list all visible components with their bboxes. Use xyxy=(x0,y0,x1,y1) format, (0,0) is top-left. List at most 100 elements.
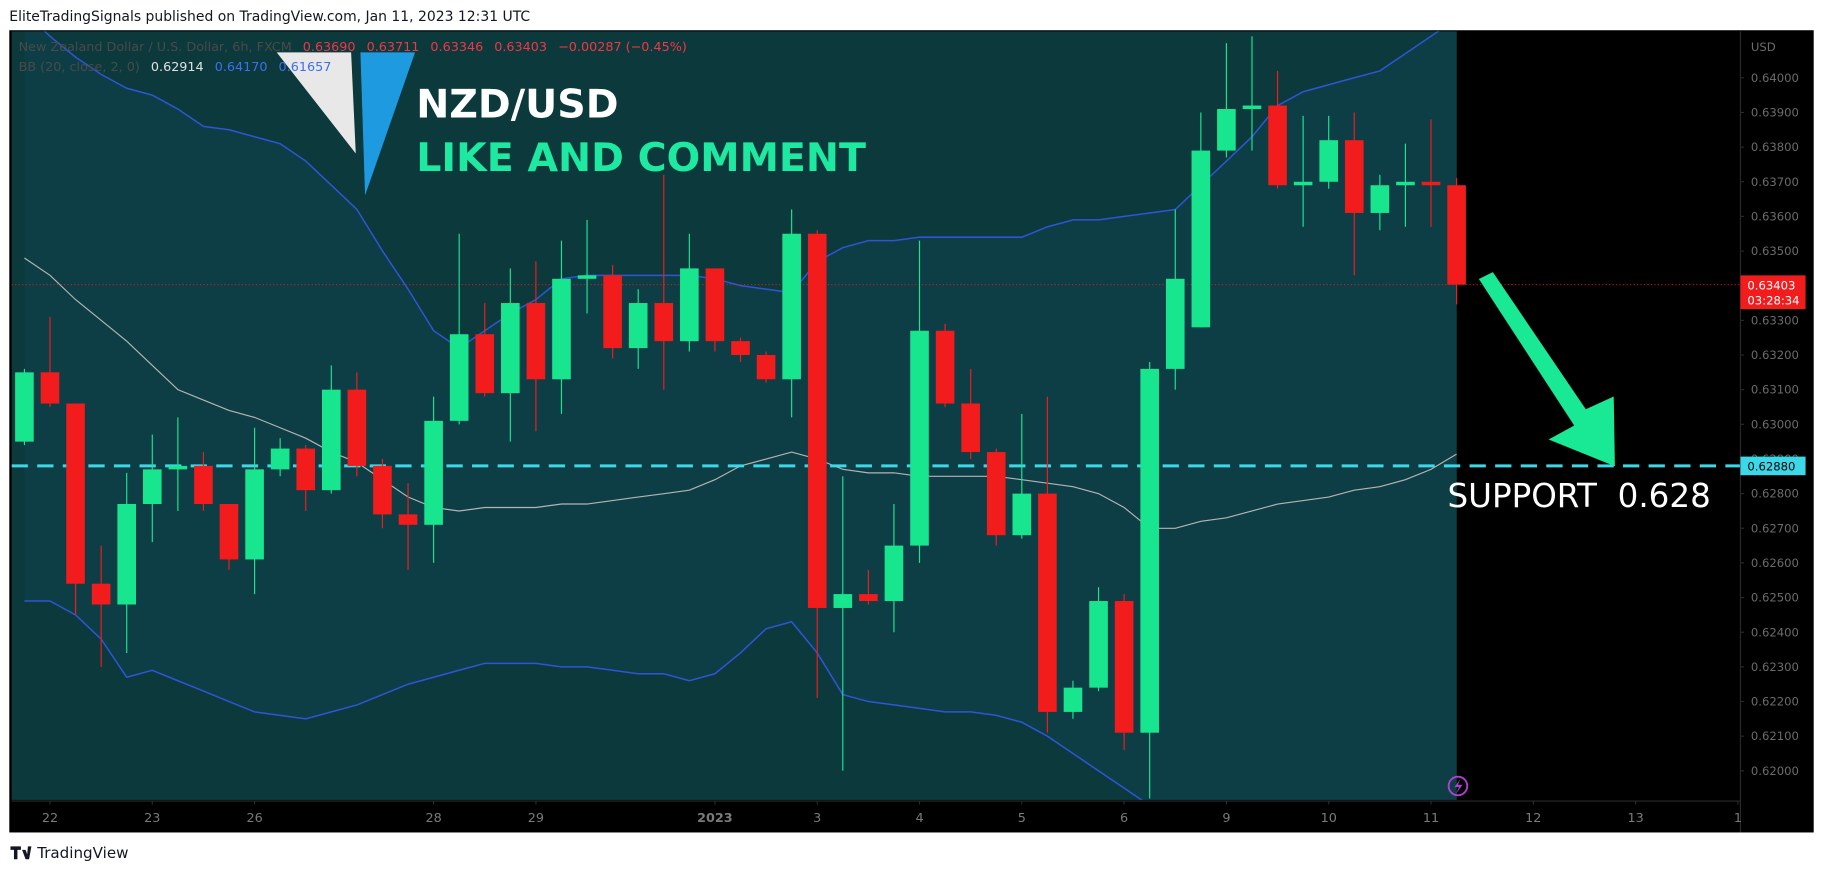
candle-body xyxy=(15,372,34,442)
y-tick-label: 0.64000 xyxy=(1751,71,1799,85)
alert-bolt xyxy=(1454,778,1463,795)
tv-logo xyxy=(10,846,32,860)
bb-middle: 0.62914 xyxy=(151,60,204,75)
candle-body xyxy=(1063,687,1083,712)
x-tick-label: 28 xyxy=(425,811,441,826)
symbol: New Zealand Dollar / U.S. Dollar, 6h, FX… xyxy=(19,40,292,55)
y-tick-label: 0.62500 xyxy=(1751,591,1799,605)
candle-body xyxy=(270,448,290,470)
logo-blue xyxy=(360,52,416,196)
candle-body xyxy=(475,334,495,394)
candle-body xyxy=(756,355,776,380)
candle-body xyxy=(501,303,520,394)
x-tick-label: 11 xyxy=(1423,811,1439,826)
support-tag-label: 0.62880 xyxy=(1747,460,1795,474)
bb-name: BB (20, close, 2, 0) xyxy=(19,60,140,75)
last-price-tag xyxy=(1740,275,1806,310)
candle-body xyxy=(1191,150,1211,328)
legend-high: 0.63711 xyxy=(367,40,420,55)
candle-body xyxy=(1396,181,1415,186)
y-tick-label: 0.62700 xyxy=(1751,521,1799,535)
candle-body xyxy=(910,330,929,546)
bb-lower-line xyxy=(24,600,1143,800)
candle-body xyxy=(552,278,571,380)
candle-body xyxy=(654,303,674,342)
legend: New Zealand Dollar / U.S. Dollar, 6h, FX… xyxy=(19,40,687,75)
candle-body xyxy=(731,341,750,356)
candle-body xyxy=(296,448,316,491)
candle-body xyxy=(1038,493,1057,712)
y-tick-label: 0.63600 xyxy=(1751,209,1799,223)
legend-open: 0.63690 xyxy=(303,40,356,55)
candle-body xyxy=(142,469,162,505)
candle-body xyxy=(40,372,60,404)
candle-body xyxy=(194,465,213,505)
y-tick-label: 0.62300 xyxy=(1751,660,1799,674)
legend-close: 0.63403 xyxy=(494,40,547,55)
arrow xyxy=(1478,272,1615,467)
candle-body xyxy=(1089,601,1108,688)
legend-change: −0.00287 (−0.45%) xyxy=(558,40,687,55)
candle-body xyxy=(884,545,904,602)
candle-body xyxy=(91,583,111,605)
footer: TradingView xyxy=(10,844,128,862)
candle-body xyxy=(935,330,955,404)
candle-body xyxy=(322,389,341,491)
candle-body xyxy=(168,465,188,470)
bb-upper: 0.64170 xyxy=(215,60,268,75)
candle-body xyxy=(219,504,239,560)
candle-body xyxy=(449,334,469,421)
candle-body xyxy=(1217,109,1236,151)
candle-body xyxy=(807,233,827,608)
y-tick-label: 0.63800 xyxy=(1751,140,1799,154)
candle-body xyxy=(1140,368,1159,733)
candle-body xyxy=(705,268,725,342)
y-tick-label: 0.62100 xyxy=(1751,729,1799,743)
candle-body xyxy=(117,504,137,605)
x-tick-label: 3 xyxy=(813,811,821,826)
support-annotation: SUPPORT 0.628 xyxy=(1447,477,1710,515)
candle-body xyxy=(245,469,264,560)
legend-line: New Zealand Dollar / U.S. Dollar, 6h, FX… xyxy=(19,40,687,55)
bb-lower: 0.61657 xyxy=(279,60,332,75)
candle-body xyxy=(1165,278,1185,369)
y-tick-label: 0.63900 xyxy=(1751,106,1799,120)
x-tick-label: 26 xyxy=(246,811,262,826)
candle-body xyxy=(1114,601,1134,733)
legend-low: 0.63346 xyxy=(430,40,483,55)
candle-body xyxy=(1370,185,1390,213)
publish-header: EliteTradingSignals published on Trading… xyxy=(9,9,530,25)
candle-body xyxy=(859,594,878,602)
candle-body xyxy=(398,514,418,525)
candle-body xyxy=(1319,140,1339,182)
candle-body xyxy=(66,403,85,584)
y-tick-label: 0.62600 xyxy=(1751,556,1799,570)
candle-body xyxy=(986,452,1006,536)
candle-body xyxy=(373,465,392,515)
x-tick-label: 2023 xyxy=(697,811,733,826)
x-tick-label: 5 xyxy=(1018,811,1026,826)
chart-subtitle: LIKE AND COMMENT xyxy=(416,135,866,181)
x-tick-label: 10 xyxy=(1321,811,1337,826)
candle-body xyxy=(526,303,546,380)
chart-title: NZD/USD xyxy=(416,81,618,127)
bb-legend-line: BB (20, close, 2, 0) 0.62914 0.64170 0.6… xyxy=(19,60,332,75)
candle-body xyxy=(1268,105,1287,186)
y-tick-label: 0.63500 xyxy=(1751,244,1799,258)
alert-icon[interactable] xyxy=(1447,775,1469,797)
candle-body xyxy=(577,275,597,279)
candle-body xyxy=(424,420,443,525)
y-tick-label: 0.62200 xyxy=(1751,695,1799,709)
candle-body xyxy=(347,389,367,466)
candle-body xyxy=(680,268,699,342)
candle-body xyxy=(782,233,801,380)
candle-body xyxy=(1421,181,1441,186)
y-tick-label: 0.63700 xyxy=(1751,175,1799,189)
candle-body xyxy=(1242,105,1262,110)
y-tick-label: 0.63300 xyxy=(1751,313,1799,327)
x-tick-label: 13 xyxy=(1627,811,1643,826)
x-tick-label: 12 xyxy=(1525,811,1541,826)
y-tick-label: 0.62400 xyxy=(1751,625,1799,639)
candle-body xyxy=(1012,493,1032,536)
last-price-label: 0.63403 xyxy=(1747,278,1795,292)
